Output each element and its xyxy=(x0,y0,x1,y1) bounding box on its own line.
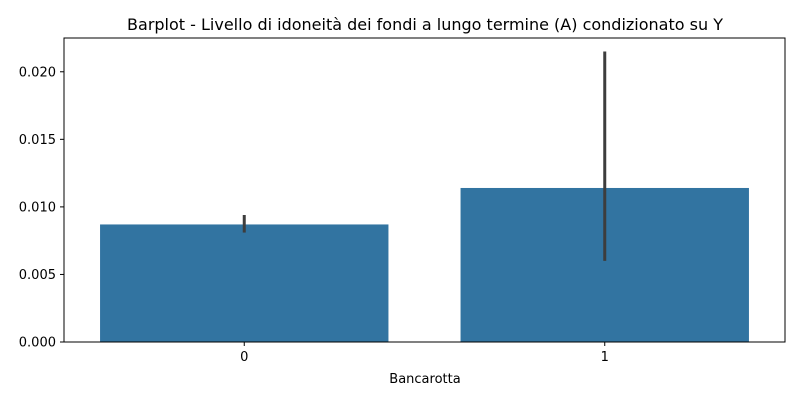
y-tick-label: 0.000 xyxy=(19,336,56,351)
axes-frame xyxy=(63,37,786,343)
y-tick-label: 0.005 xyxy=(19,268,56,283)
plot-area: 0.000 0.005 0.010 0.015 0.020 0 1 xyxy=(19,37,786,365)
y-tick-label: 0.020 xyxy=(19,65,56,80)
x-tick-label: 1 xyxy=(601,350,609,365)
x-tick-label: 0 xyxy=(240,350,248,365)
y-tick-label: 0.010 xyxy=(19,200,56,215)
x-axis-label: Bancarotta xyxy=(389,372,460,387)
bar-0 xyxy=(100,224,389,342)
y-tick-label: 0.015 xyxy=(19,133,56,148)
chart-title: Barplot - Livello di idoneità dei fondi … xyxy=(127,15,723,34)
